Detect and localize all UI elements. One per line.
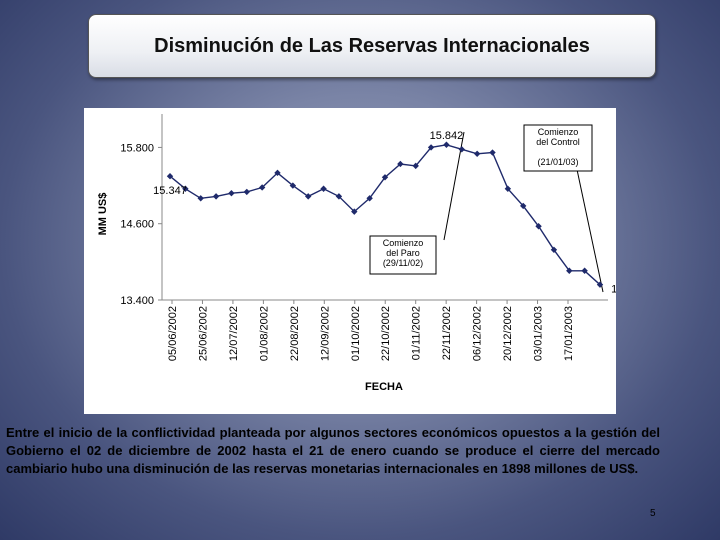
data-point [397, 160, 404, 168]
data-point [443, 141, 450, 148]
chart-svg: 13.400 14.600 15.800 05/06/2002 25/06/2002 1… [97, 114, 645, 393]
data-point [550, 246, 558, 253]
data-point [458, 146, 465, 153]
annotation-text: (29/11/02) [383, 258, 423, 268]
annotation-box [523, 124, 593, 172]
annotation-text: del Control [536, 137, 580, 147]
title-box: Disminución de Las Reservas Internaciona… [88, 14, 656, 78]
x-tick-label: 12/07/2002 [228, 306, 240, 361]
page-title: Disminución de Las Reservas Internaciona… [154, 34, 590, 57]
data-label: 13.641 [611, 284, 616, 296]
y-tick-label: 13.400 [120, 295, 154, 307]
data-point [289, 182, 297, 189]
data-point [228, 190, 235, 197]
data-point [473, 150, 481, 157]
x-tick-label: 12/09/2002 [319, 306, 331, 361]
y-axis-title: MM US$ [97, 193, 109, 236]
annotation-text: Comienzo [383, 238, 424, 248]
annotation-text: Comienzo [538, 127, 579, 137]
data-point [320, 185, 327, 192]
data-point [566, 267, 573, 274]
data-point [535, 223, 542, 230]
data-point [274, 169, 281, 177]
page-number: 5 [650, 508, 656, 519]
x-tick-label: 22/10/2002 [380, 306, 392, 361]
data-point [366, 195, 373, 202]
data-point [305, 193, 312, 200]
x-tick-label: 03/01/2003 [533, 306, 545, 361]
data-point [243, 188, 250, 196]
x-tick-label: 01/10/2002 [350, 306, 362, 361]
data-point [212, 193, 220, 200]
y-tick-label: 14.600 [120, 219, 154, 231]
data-point [427, 144, 435, 151]
data-point [489, 149, 496, 156]
data-point [335, 193, 343, 200]
data-label: 15.842 [430, 130, 464, 142]
caption-text: Entre el inicio de la conflictividad pla… [6, 425, 660, 476]
x-tick-label: 05/06/2002 [167, 306, 179, 361]
x-tick-label: 06/12/2002 [472, 306, 484, 361]
x-tick-label: 22/11/2002 [441, 306, 453, 360]
x-tick-label: 22/08/2002 [289, 306, 301, 361]
chart-panel: 13.400 14.600 15.800 05/06/2002 25/06/2002 1… [84, 108, 645, 414]
x-axis-title: FECHA [365, 381, 403, 393]
x-tick-label: 01/08/2002 [258, 306, 270, 361]
annotation-text: del Paro [386, 248, 420, 258]
data-point [351, 208, 358, 215]
data-point [166, 173, 174, 180]
data-point [596, 281, 604, 288]
data-label: 15.347 [153, 185, 187, 197]
data-point [197, 195, 204, 202]
x-tick-label: 01/11/2002 [411, 306, 423, 360]
y-tick-label: 15.800 [120, 142, 154, 154]
x-tick-label: 17/01/2003 [563, 306, 575, 361]
data-point [381, 174, 389, 181]
x-tick-label: 25/06/2002 [197, 306, 209, 361]
x-tick-label: 20/12/2002 [502, 306, 514, 361]
annotation-text: (21/01/03) [537, 157, 578, 167]
annotation-box [369, 235, 437, 275]
